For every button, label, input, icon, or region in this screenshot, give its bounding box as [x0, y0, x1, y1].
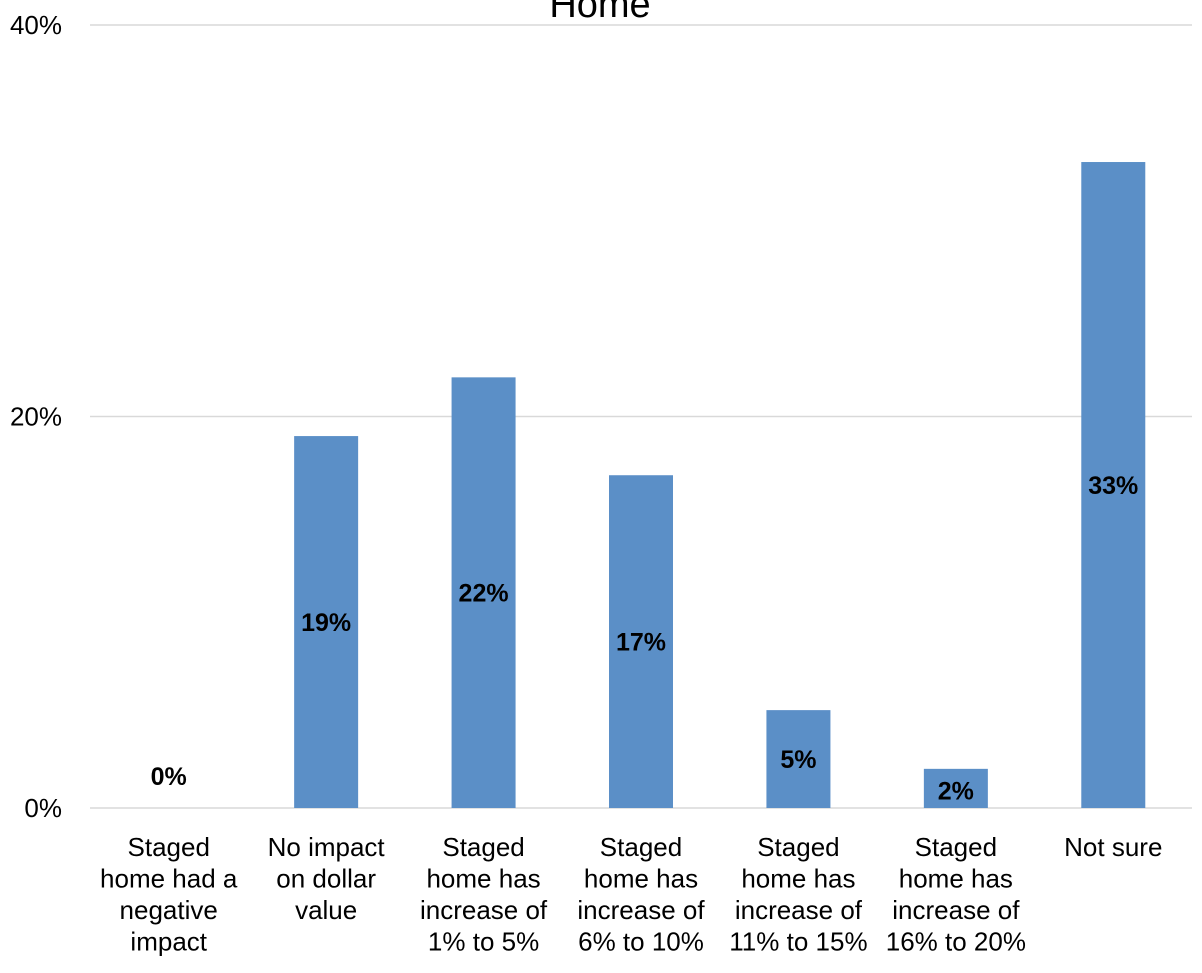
bar: [923, 768, 988, 808]
data-label: 19%: [301, 609, 351, 637]
chart-title: Home: [549, 0, 650, 26]
bars: [294, 162, 1146, 808]
x-axis-category-labels: Staged home had a negative impact No impact o…: [100, 832, 1162, 957]
bar: [451, 377, 516, 808]
bar: [609, 475, 673, 808]
y-tick-label: 40%: [10, 10, 62, 40]
data-label: 22%: [459, 580, 509, 608]
data-label: 33%: [1088, 472, 1138, 500]
y-tick-label: 20%: [10, 402, 62, 432]
bar: [766, 710, 831, 808]
category-label: Not sure: [1064, 832, 1162, 862]
data-label: 5%: [780, 746, 816, 774]
category-label: Staged home has increase of 6% to 10%: [577, 832, 705, 957]
category-label: Staged home has increase of 1% to 5%: [420, 832, 548, 957]
category-label: No impact on dollar value: [268, 832, 386, 925]
bar: [1081, 162, 1146, 808]
data-label: 2%: [938, 777, 974, 805]
y-tick-label: 0%: [24, 793, 62, 823]
y-axis-tick-labels: 0% 20% 40%: [10, 10, 62, 823]
bar: [294, 436, 359, 808]
data-labels: 0% 19% 22% 17% 5% 2% 33%: [151, 472, 1139, 805]
data-label: 0%: [151, 763, 187, 791]
category-label: Staged home had a negative impact: [100, 832, 238, 957]
data-label: 17%: [616, 629, 666, 657]
category-label: Staged home has increase of 16% to 20%: [886, 832, 1026, 957]
category-label: Staged home has increase of 11% to 15%: [729, 832, 867, 957]
